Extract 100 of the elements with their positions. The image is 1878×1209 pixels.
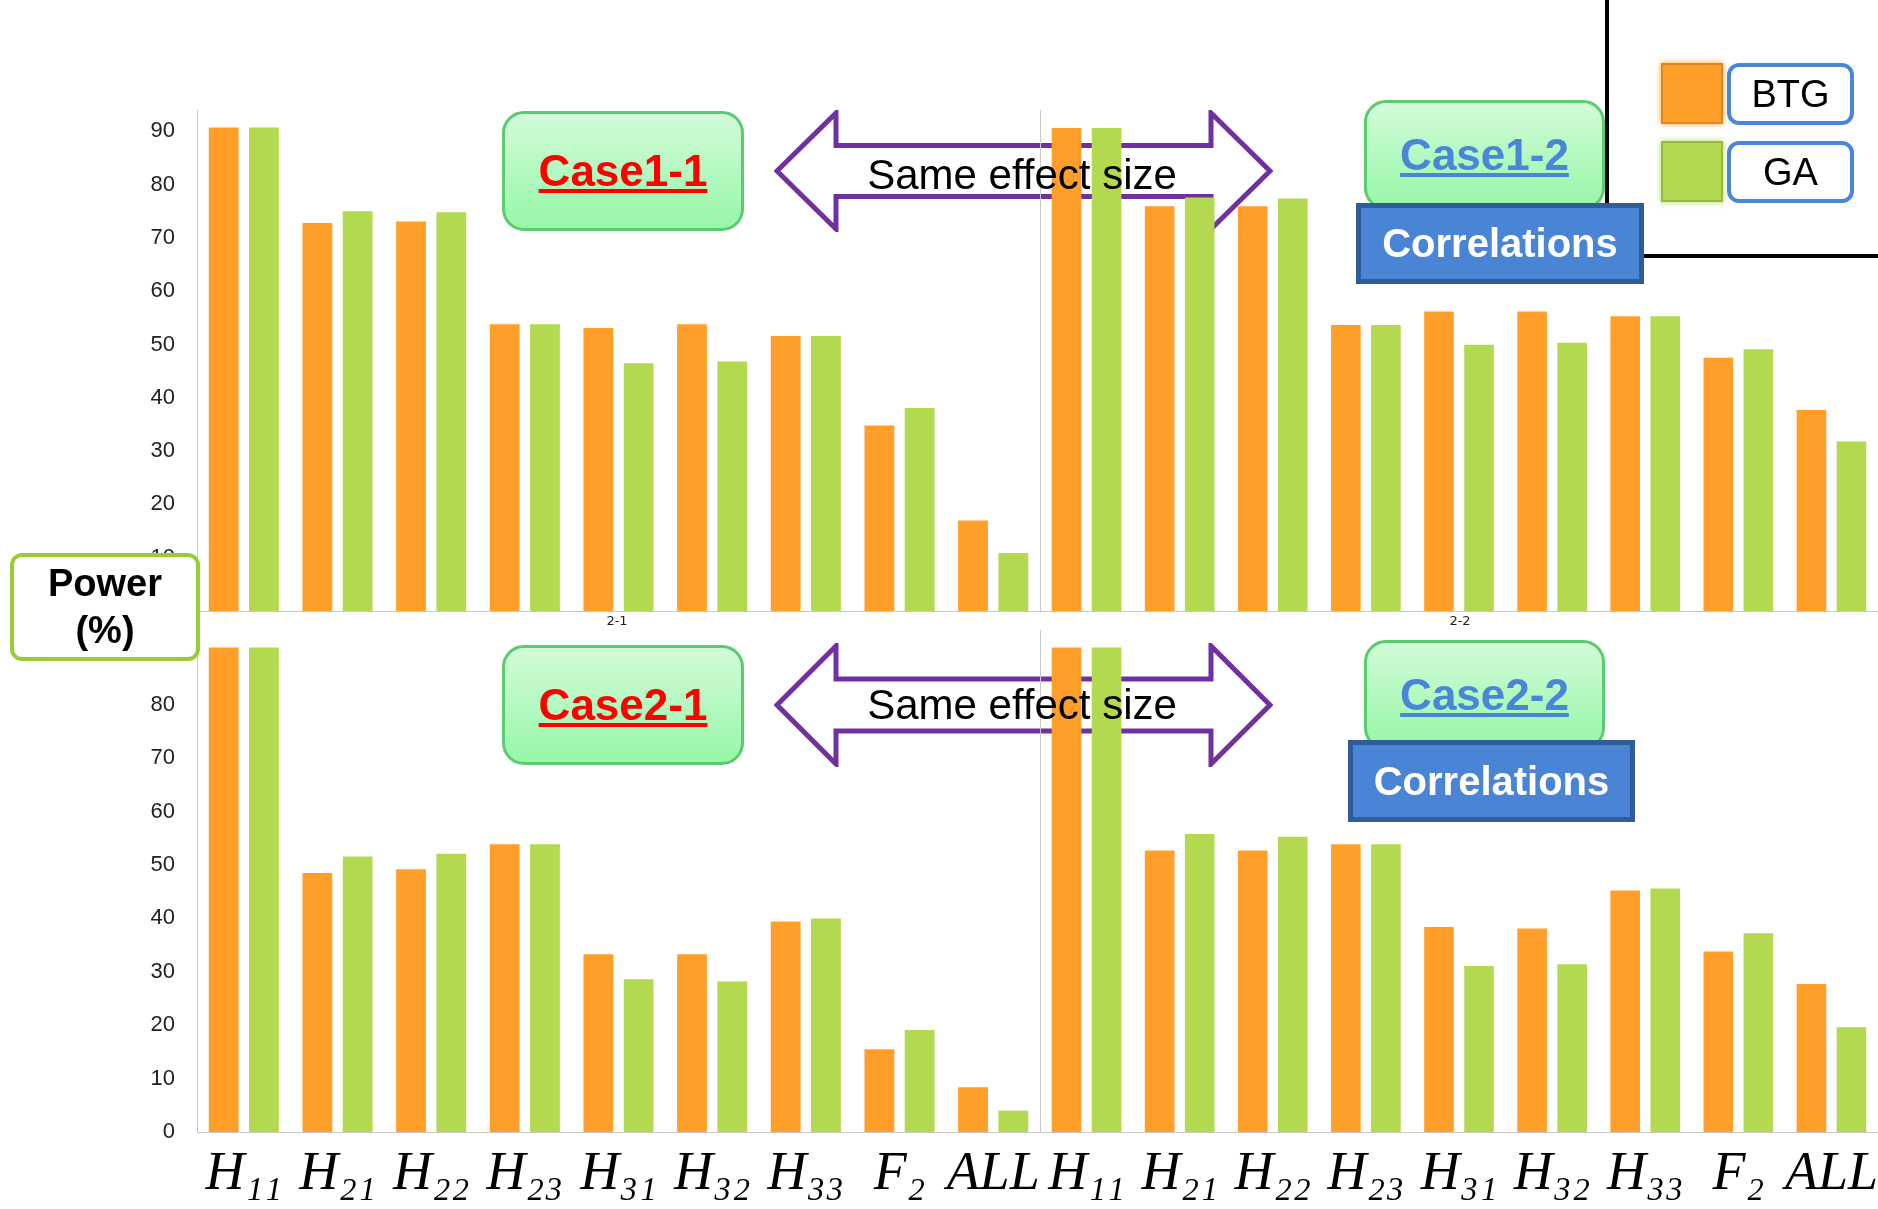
bar	[1557, 964, 1587, 1132]
annotation: Case1-1	[502, 111, 744, 231]
annotation: Case2-2	[1364, 640, 1605, 750]
bar	[302, 222, 333, 611]
bar	[1424, 926, 1454, 1132]
x-tick-label: F₂	[872, 1140, 926, 1201]
bar	[1836, 441, 1867, 611]
legend-label: BTG	[1727, 63, 1854, 125]
bar	[1371, 844, 1401, 1132]
bar	[1610, 890, 1641, 1132]
bar	[249, 127, 279, 611]
y-tick-label: 80	[150, 170, 175, 196]
bar	[958, 1087, 988, 1132]
bar	[1237, 206, 1268, 611]
bar	[677, 324, 707, 611]
bar	[208, 647, 239, 1132]
bar	[436, 853, 467, 1132]
bar	[1836, 1027, 1867, 1132]
bar	[1371, 324, 1401, 611]
bar	[623, 363, 654, 611]
y-tick-label: 30	[150, 437, 175, 463]
y-tick-label: 40	[150, 904, 175, 930]
bar	[489, 844, 520, 1132]
x-tick-label: ALL	[1781, 1140, 1878, 1201]
y-tick-label: 20	[150, 1011, 175, 1037]
x-tick-label: ALL	[943, 1140, 1040, 1201]
bar	[436, 212, 467, 611]
bar	[1650, 316, 1681, 611]
y-tick-label: 10	[150, 1064, 175, 1090]
bar	[1796, 984, 1827, 1132]
x-tick-label: H₂₃	[485, 1140, 564, 1201]
bar	[1557, 342, 1587, 611]
bar	[396, 221, 426, 611]
bar	[1703, 357, 1734, 611]
x-tick-label: H₃₃	[766, 1140, 845, 1201]
bar	[1517, 928, 1547, 1132]
text: 2-2	[1448, 612, 1472, 628]
y-tick-label: 60	[150, 277, 175, 303]
annotation: Correlations	[1356, 203, 1644, 284]
y-tick-label: 20	[150, 490, 175, 516]
bar	[677, 954, 707, 1132]
bar	[1144, 206, 1175, 611]
bar	[1144, 850, 1175, 1132]
x-tick-label: H₂₁	[1140, 1140, 1218, 1201]
bar	[342, 856, 373, 1132]
bar	[770, 921, 801, 1132]
bar	[904, 1030, 935, 1132]
bar	[717, 361, 748, 611]
bar	[958, 520, 988, 611]
y-axis-title: Power (%)	[10, 553, 200, 661]
bar	[530, 324, 560, 611]
bar	[249, 647, 279, 1132]
annotation: Case2-1	[502, 645, 744, 765]
bar	[998, 1110, 1029, 1132]
bar	[1184, 197, 1215, 611]
annotation: Correlations	[1348, 740, 1635, 822]
bar	[396, 869, 426, 1132]
bar	[1796, 410, 1827, 611]
x-tick-label: H₂₂	[391, 1140, 470, 1201]
bar	[342, 211, 373, 611]
bar	[1237, 850, 1268, 1132]
bar	[904, 407, 935, 611]
bar	[489, 324, 520, 611]
bar	[1517, 311, 1547, 611]
bar	[1464, 965, 1494, 1132]
bar	[1277, 836, 1308, 1132]
bar	[1650, 888, 1681, 1132]
bar	[302, 872, 333, 1132]
bar	[1424, 311, 1454, 611]
bar	[208, 127, 239, 611]
bar	[1610, 316, 1641, 611]
x-tick-label: H₁₁	[1047, 1140, 1125, 1201]
bar	[530, 844, 560, 1132]
y-tick-label: 0	[162, 1118, 175, 1144]
y-tick-label: 50	[150, 851, 175, 877]
y-tick-label: 70	[150, 744, 175, 770]
bar	[1703, 951, 1734, 1132]
bar	[811, 918, 841, 1132]
y-tick-label: 70	[150, 223, 175, 249]
bar	[998, 552, 1029, 611]
y-tick-label: 60	[150, 797, 175, 823]
x-tick-label: H₂₂	[1233, 1140, 1312, 1201]
legend-label: GA	[1727, 141, 1854, 203]
x-tick-label: H₃₁	[579, 1140, 657, 1201]
y-tick-label: 30	[150, 957, 175, 983]
bar	[1277, 198, 1308, 611]
bar	[583, 327, 614, 611]
x-tick-label: H₃₂	[672, 1140, 751, 1201]
x-tick-label: H₃₂	[1512, 1140, 1591, 1201]
bar	[583, 954, 614, 1132]
x-tick-label: H₁₁	[204, 1140, 283, 1201]
bar	[1331, 324, 1361, 611]
y-tick-label: 80	[150, 690, 175, 716]
y-tick-label: 90	[150, 117, 175, 143]
x-tick-label: F₂	[1711, 1140, 1765, 1201]
text: 2-1	[605, 612, 629, 628]
bar	[717, 981, 748, 1132]
y-tick-label: 50	[150, 330, 175, 356]
bar	[1743, 349, 1774, 611]
y-tick-label: 40	[150, 383, 175, 409]
